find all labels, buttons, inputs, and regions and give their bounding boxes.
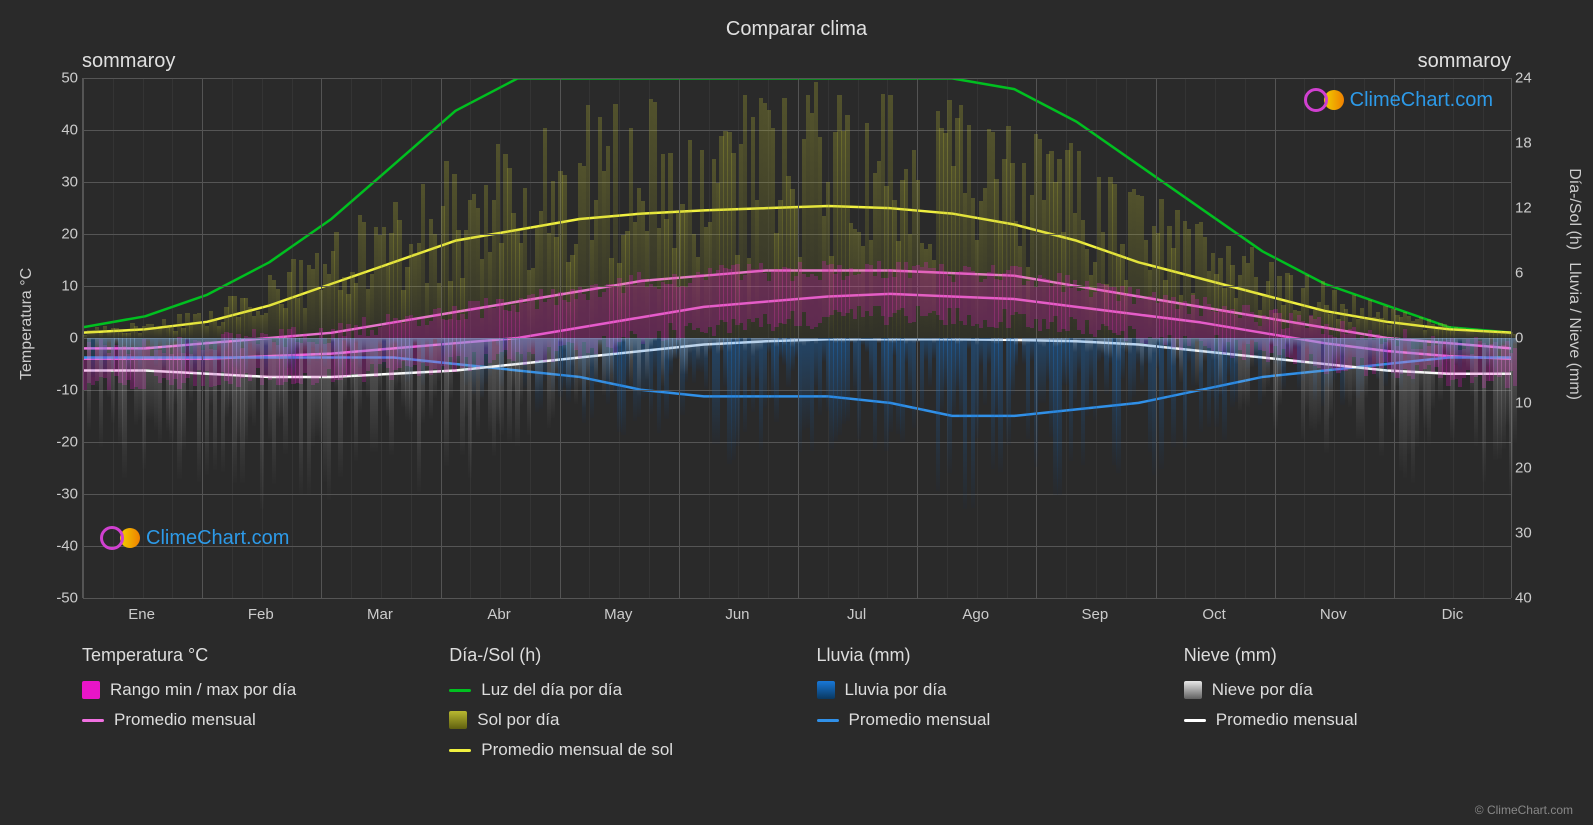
x-tick: Nov (1320, 606, 1347, 623)
x-tick: Oct (1202, 606, 1225, 623)
swatch-sunavg (449, 749, 471, 752)
plot-area (82, 78, 1512, 598)
legend-item-sun: Sol por día (449, 710, 776, 730)
legend-label: Promedio mensual (1216, 710, 1358, 730)
swatch-rain-avg (817, 719, 839, 722)
legend-col-temp: Temperatura °C Rango min / max por día P… (82, 645, 409, 760)
legend-col-daysun: Día-/Sol (h) Luz del día por día Sol por… (449, 645, 776, 760)
y-tick-left: -40 (48, 538, 78, 555)
brand-text: ClimeChart.com (1350, 89, 1493, 112)
brand-text: ClimeChart.com (146, 527, 289, 550)
legend-item-rain-daily: Lluvia por día (817, 680, 1144, 700)
y-tick-right: 24 (1515, 70, 1545, 87)
y-tick-left: -30 (48, 486, 78, 503)
swatch-temp-range (82, 681, 100, 699)
legend: Temperatura °C Rango min / max por día P… (82, 645, 1511, 760)
legend-label: Promedio mensual de sol (481, 740, 673, 760)
legend-label: Promedio mensual (849, 710, 991, 730)
x-tick: Ago (962, 606, 989, 623)
y-tick-left: 50 (48, 70, 78, 87)
legend-item-rain-avg: Promedio mensual (817, 710, 1144, 730)
swatch-snow-avg (1184, 719, 1206, 722)
legend-label: Rango min / max por día (110, 680, 296, 700)
y-axis-left-label: Temperatura °C (18, 268, 36, 380)
brand-logo-bottom: ClimeChart.com (100, 526, 289, 550)
legend-item-temp-avg: Promedio mensual (82, 710, 409, 730)
swatch-sun (449, 711, 467, 729)
x-tick: Sep (1082, 606, 1109, 623)
logo-ring-icon (100, 526, 124, 550)
x-tick: Mar (367, 606, 393, 623)
y-axis-right-top-label: Día-/Sol (h) (1565, 168, 1583, 250)
swatch-snow-daily (1184, 681, 1202, 699)
legend-item-snow-avg: Promedio mensual (1184, 710, 1511, 730)
legend-label: Promedio mensual (114, 710, 256, 730)
y-tick-left: 10 (48, 278, 78, 295)
legend-label: Luz del día por día (481, 680, 622, 700)
y-tick-left: 30 (48, 174, 78, 191)
legend-header-rain: Lluvia (mm) (817, 645, 1144, 666)
logo-ring-icon (1304, 88, 1328, 112)
y-tick-left: 20 (48, 226, 78, 243)
legend-col-rain: Lluvia (mm) Lluvia por día Promedio mens… (817, 645, 1144, 760)
chart-container: Comparar clima sommaroy sommaroy Tempera… (0, 0, 1593, 825)
y-tick-right: 12 (1515, 200, 1545, 217)
legend-header-snow: Nieve (mm) (1184, 645, 1511, 666)
y-tick-left: 40 (48, 122, 78, 139)
swatch-daylight (449, 689, 471, 692)
y-axis-right-bot-label: Lluvia / Nieve (mm) (1565, 262, 1583, 400)
legend-header-temp: Temperatura °C (82, 645, 409, 666)
swatch-temp-avg (82, 719, 104, 722)
legend-item-sunavg: Promedio mensual de sol (449, 740, 776, 760)
legend-label: Nieve por día (1212, 680, 1313, 700)
brand-logo-top: ClimeChart.com (1304, 88, 1493, 112)
y-tick-right: 30 (1515, 525, 1545, 542)
x-tick: Feb (248, 606, 274, 623)
y-tick-left: -20 (48, 434, 78, 451)
legend-header-daysun: Día-/Sol (h) (449, 645, 776, 666)
location-left: sommaroy (82, 50, 175, 73)
legend-col-snow: Nieve (mm) Nieve por día Promedio mensua… (1184, 645, 1511, 760)
legend-item-snow-daily: Nieve por día (1184, 680, 1511, 700)
y-tick-right: 40 (1515, 590, 1545, 607)
legend-item-daylight: Luz del día por día (449, 680, 776, 700)
copyright: © ClimeChart.com (1475, 803, 1573, 817)
x-tick: May (604, 606, 632, 623)
y-tick-left: -10 (48, 382, 78, 399)
x-tick: Dic (1442, 606, 1464, 623)
x-tick: Jul (847, 606, 866, 623)
swatch-rain-daily (817, 681, 835, 699)
y-tick-right: 10 (1515, 395, 1545, 412)
y-tick-left: 0 (48, 330, 78, 347)
x-tick: Jun (725, 606, 749, 623)
y-tick-right: 18 (1515, 135, 1545, 152)
x-tick: Ene (128, 606, 155, 623)
y-tick-right: 20 (1515, 460, 1545, 477)
legend-label: Lluvia por día (845, 680, 947, 700)
y-tick-right: 6 (1515, 265, 1545, 282)
y-tick-right: 0 (1515, 330, 1545, 347)
chart-title: Comparar clima (0, 0, 1593, 41)
legend-item-temp-range: Rango min / max por día (82, 680, 409, 700)
y-tick-left: -50 (48, 590, 78, 607)
legend-label: Sol por día (477, 710, 559, 730)
x-tick: Abr (487, 606, 510, 623)
location-right: sommaroy (1418, 50, 1511, 73)
